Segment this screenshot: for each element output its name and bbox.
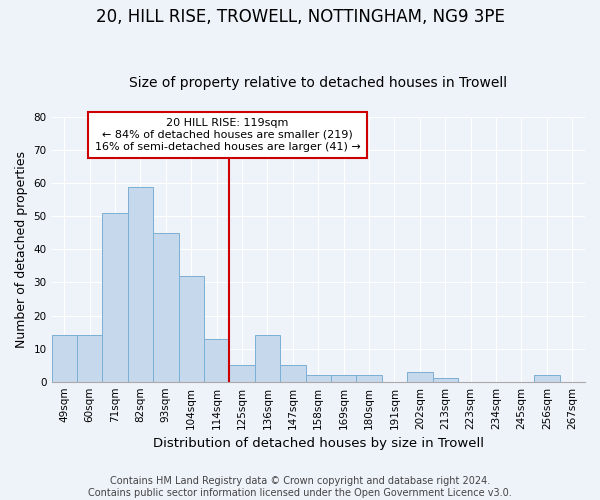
Bar <box>128 186 153 382</box>
Y-axis label: Number of detached properties: Number of detached properties <box>15 151 28 348</box>
Bar <box>280 365 305 382</box>
Bar <box>305 375 331 382</box>
Bar <box>204 338 229 382</box>
Text: 20 HILL RISE: 119sqm
← 84% of detached houses are smaller (219)
16% of semi-deta: 20 HILL RISE: 119sqm ← 84% of detached h… <box>95 118 361 152</box>
Bar <box>331 375 356 382</box>
Bar <box>103 213 128 382</box>
Bar <box>356 375 382 382</box>
Title: Size of property relative to detached houses in Trowell: Size of property relative to detached ho… <box>129 76 508 90</box>
Bar <box>407 372 433 382</box>
X-axis label: Distribution of detached houses by size in Trowell: Distribution of detached houses by size … <box>153 437 484 450</box>
Bar <box>534 375 560 382</box>
Bar <box>433 378 458 382</box>
Bar <box>52 336 77 382</box>
Text: 20, HILL RISE, TROWELL, NOTTINGHAM, NG9 3PE: 20, HILL RISE, TROWELL, NOTTINGHAM, NG9 … <box>95 8 505 26</box>
Bar <box>255 336 280 382</box>
Bar <box>179 276 204 382</box>
Bar <box>77 336 103 382</box>
Bar <box>229 365 255 382</box>
Text: Contains HM Land Registry data © Crown copyright and database right 2024.
Contai: Contains HM Land Registry data © Crown c… <box>88 476 512 498</box>
Bar <box>153 233 179 382</box>
